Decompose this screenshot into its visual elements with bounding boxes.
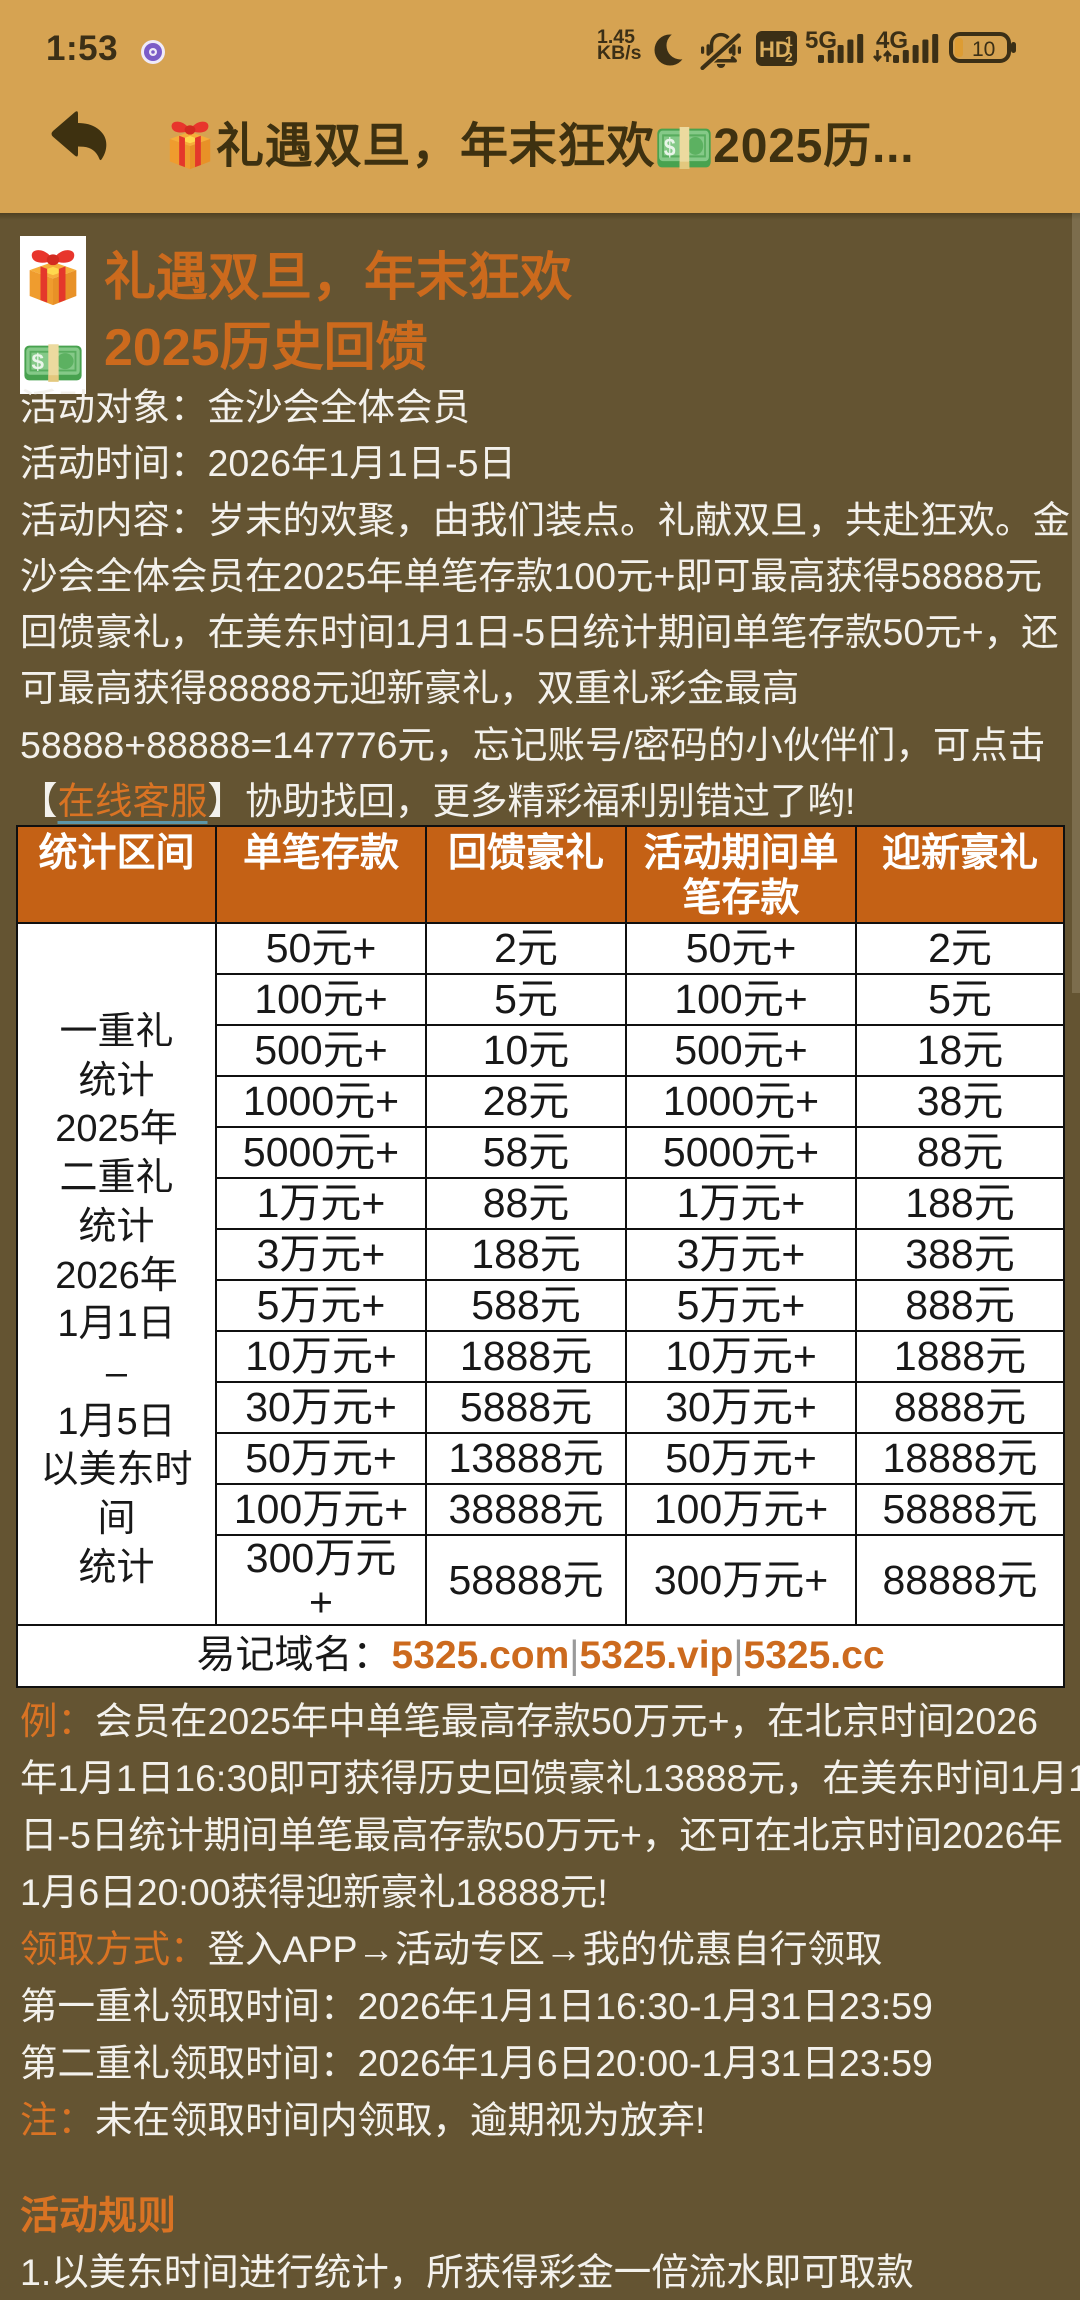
svg-text:2: 2 bbox=[785, 49, 793, 65]
svg-text:$: $ bbox=[31, 350, 44, 375]
svg-text:HD: HD bbox=[759, 37, 791, 62]
svg-text:1: 1 bbox=[785, 33, 793, 49]
svg-text:10: 10 bbox=[972, 38, 995, 61]
svg-text:$: $ bbox=[664, 133, 676, 161]
